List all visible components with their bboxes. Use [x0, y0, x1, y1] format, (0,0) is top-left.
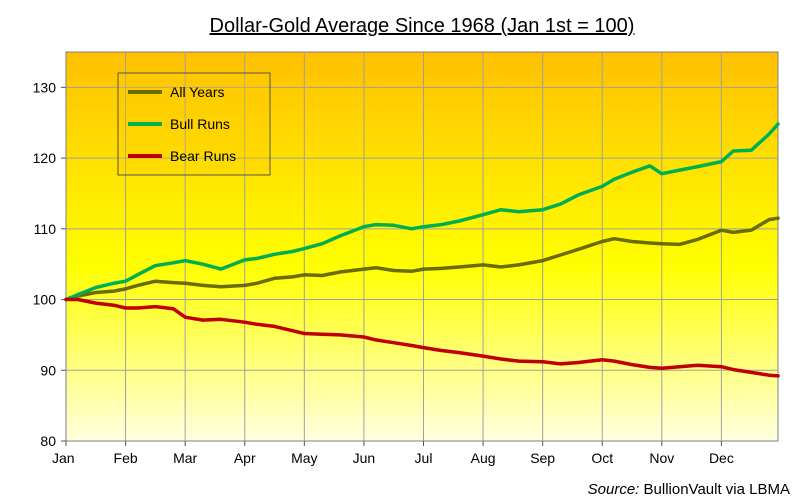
y-tick-label: 120 — [33, 150, 57, 166]
y-tick-label: 110 — [34, 221, 57, 237]
legend-label-bull-runs: Bull Runs — [170, 116, 230, 132]
source-text: BullionVault via LBMA — [644, 481, 790, 498]
y-tick-label: 90 — [40, 362, 56, 378]
x-tick-label: Mar — [173, 450, 197, 466]
y-tick-label: 80 — [40, 433, 56, 449]
x-tick-label: Jun — [353, 450, 376, 466]
series-lines — [64, 122, 780, 378]
legend: All Years Bull Runs Bear Runs — [117, 72, 271, 176]
legend-label-all-years: All Years — [170, 84, 224, 100]
series-line-bear-runs — [64, 297, 780, 378]
x-axis: Jan Feb Mar Apr May Jun Jul Aug Sep Oct Nov Dec — [52, 441, 734, 466]
x-tick-label: Oct — [591, 450, 613, 466]
x-tick-label: Jan — [52, 450, 75, 466]
x-tick-label: Sep — [530, 450, 555, 466]
x-tick-label: May — [291, 450, 317, 466]
x-tick-label: Jul — [415, 450, 433, 466]
x-tick-label: Feb — [114, 450, 138, 466]
x-tick-label: Dec — [709, 450, 734, 466]
chart-title: Dollar-Gold Average Since 1968 (Jan 1st … — [210, 15, 635, 37]
x-tick-label: Apr — [234, 450, 256, 466]
y-axis: 80 90 100 110 120 130 — [33, 79, 66, 449]
series-line-all-years — [64, 216, 780, 302]
legend-label-bear-runs: Bear Runs — [170, 148, 236, 164]
series-line-bull-runs — [64, 122, 780, 302]
grid-lines — [66, 52, 778, 441]
source-note: Source: BullionVault via LBMA — [588, 481, 790, 498]
y-tick-label: 130 — [33, 79, 57, 95]
x-tick-label: Nov — [649, 450, 674, 466]
source-label: Source: — [588, 481, 640, 498]
x-tick-label: Aug — [471, 450, 496, 466]
y-tick-label: 100 — [33, 292, 57, 308]
